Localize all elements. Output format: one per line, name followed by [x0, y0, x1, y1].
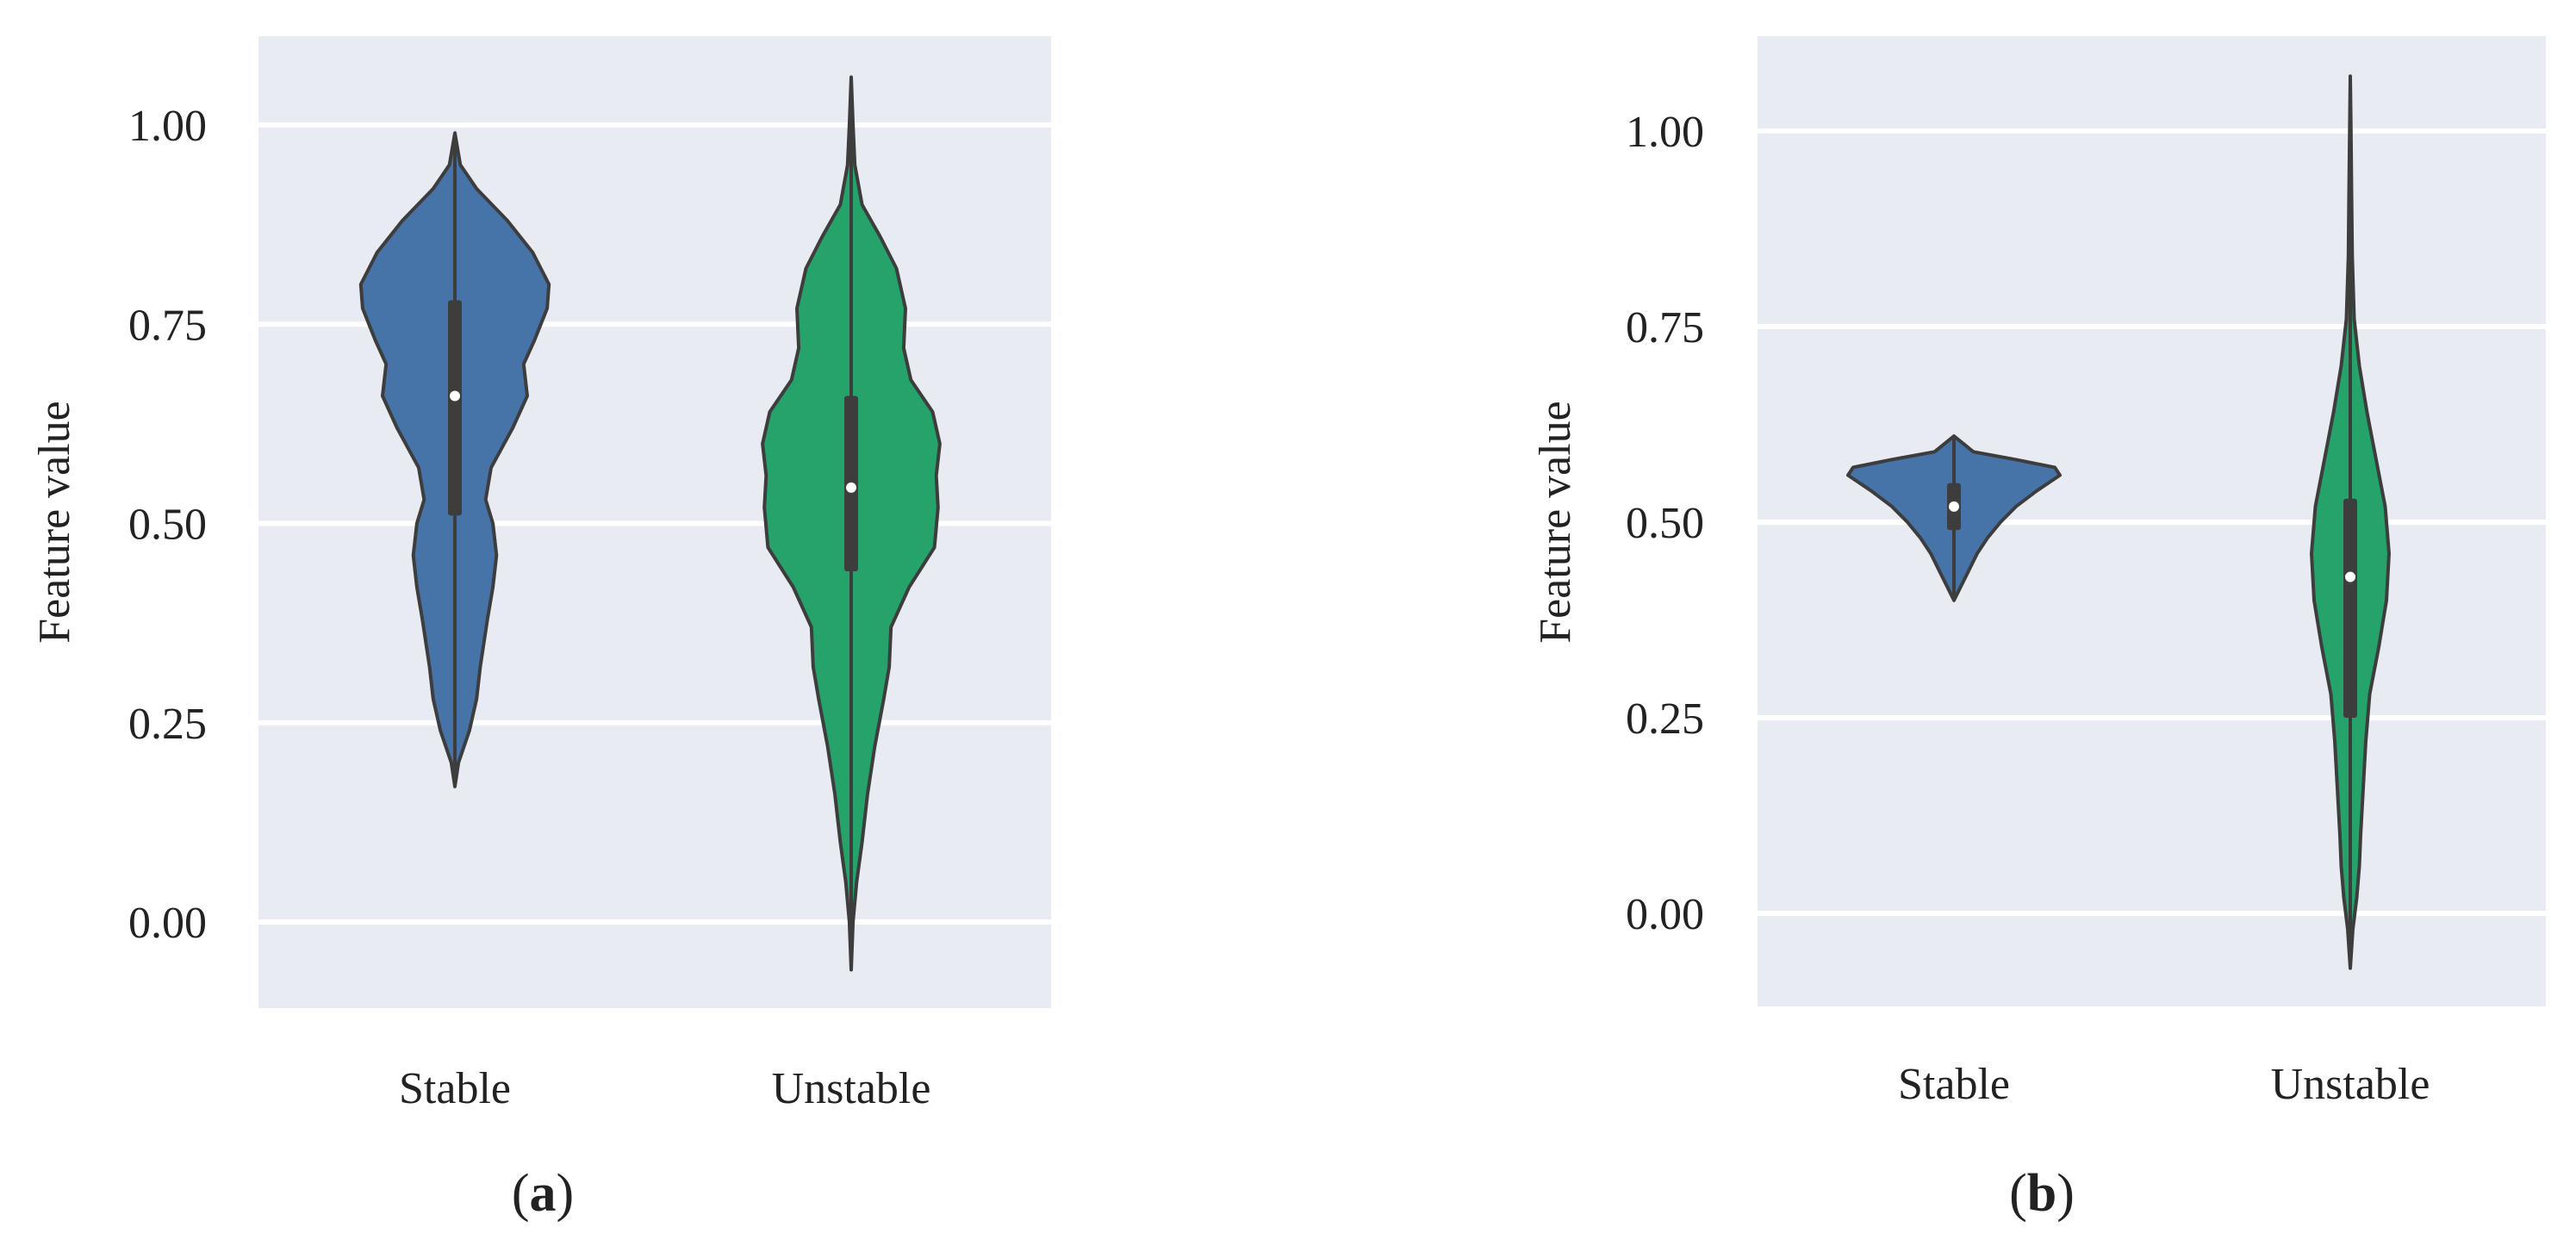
- y-tick-label: 1.00: [1626, 108, 1704, 157]
- panel-label-b: (b): [2009, 1164, 2075, 1223]
- y-tick-labels-b: 0.00 0.25 0.50 0.75 1.00: [1626, 108, 1704, 939]
- gridlines-b: [1758, 128, 2546, 916]
- y-tick-label: 0.75: [128, 301, 207, 350]
- median-marker-unstable: [2345, 571, 2355, 582]
- median-marker-unstable: [846, 482, 856, 493]
- panel-label-a: (a): [512, 1164, 574, 1223]
- violins-b: [1846, 74, 2391, 970]
- y-tick-label: 0.50: [1626, 499, 1704, 548]
- y-tick-label: 0.50: [128, 501, 207, 550]
- y-tick-labels-a: 0.00 0.25 0.50 0.75 1.00: [128, 102, 207, 948]
- x-tick-label-unstable: Unstable: [2271, 1060, 2430, 1109]
- median-marker-stable: [450, 390, 460, 402]
- y-tick-label: 0.25: [1626, 695, 1704, 744]
- x-tick-labels-a: Stable Unstable: [399, 1064, 930, 1113]
- x-tick-label-stable: Stable: [1898, 1060, 2010, 1109]
- x-tick-labels-b: Stable Unstable: [1898, 1060, 2430, 1109]
- iqr-box-unstable: [2343, 498, 2357, 718]
- violins-a: [358, 75, 942, 972]
- y-tick-label: 0.25: [128, 700, 207, 749]
- y-tick-label: 0.00: [1626, 890, 1704, 939]
- y-axis-label-b: Feature value: [1531, 401, 1580, 644]
- iqr-box-stable: [448, 300, 462, 516]
- y-tick-label: 1.00: [128, 102, 207, 151]
- y-tick-label: 0.00: [128, 899, 207, 948]
- violin-chart-a: 0.00 0.25 0.50 0.75 1.00 Stable Unstable…: [30, 36, 1051, 1223]
- x-tick-label-unstable: Unstable: [772, 1064, 931, 1113]
- violin-chart-b: 0.00 0.25 0.50 0.75 1.00 Stable Unstable…: [1531, 36, 2546, 1223]
- x-tick-label-stable: Stable: [399, 1064, 511, 1113]
- y-tick-label: 0.75: [1626, 303, 1704, 352]
- median-marker-stable: [1949, 501, 1959, 512]
- y-axis-label-a: Feature value: [30, 401, 79, 644]
